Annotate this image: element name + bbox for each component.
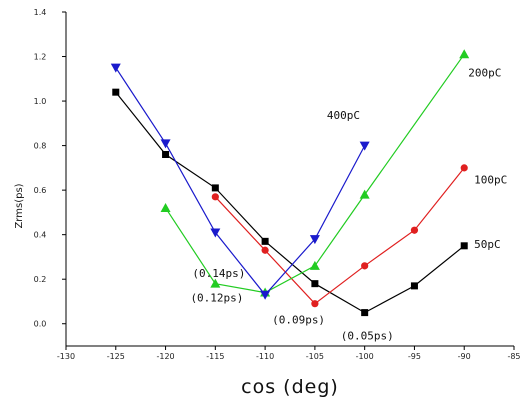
y-tick-label: 1.0 xyxy=(34,97,47,106)
y-axis-title: Zrms(ps) xyxy=(14,183,25,228)
data-point xyxy=(211,184,219,192)
x-tick-label: -100 xyxy=(356,352,374,361)
series-50pC xyxy=(112,88,468,317)
data-point xyxy=(210,228,221,238)
series-label: 100pC xyxy=(474,173,507,186)
data-point xyxy=(460,164,468,172)
data-point xyxy=(359,189,370,199)
data-point xyxy=(162,151,170,159)
plot-area xyxy=(110,49,470,317)
data-point xyxy=(211,193,219,201)
x-tick-label: -110 xyxy=(256,352,274,361)
x-axis: -130 -125 -120 -115 -110 -105 -100 -95 -90 -85 co… xyxy=(57,345,521,398)
x-tick-label: -115 xyxy=(206,352,224,361)
y-tick-label: 0.2 xyxy=(34,275,47,284)
x-ticks: -130 -125 -120 -115 -110 -105 -100 -95 -90 -85 xyxy=(57,346,521,361)
data-point xyxy=(110,63,121,73)
data-point xyxy=(410,226,419,234)
data-point xyxy=(260,290,271,300)
y-tick-label: 0.4 xyxy=(34,231,47,240)
annotations: (0.14ps) (0.12ps) (0.09ps) (0.05ps) xyxy=(190,267,393,342)
series-400pC xyxy=(110,63,370,300)
data-point xyxy=(210,278,221,288)
y-ticks: 0.0 0.2 0.4 0.6 0.8 1.0 1.2 1.4 xyxy=(34,8,66,329)
series-line xyxy=(214,167,465,305)
y-tick-label: 0.8 xyxy=(34,142,47,151)
x-tick-label: -90 xyxy=(458,352,471,361)
series-label: 400pC xyxy=(327,109,360,122)
y-tick-label: 1.4 xyxy=(34,8,47,17)
data-point xyxy=(410,282,418,290)
data-point xyxy=(112,88,120,96)
data-point xyxy=(311,280,319,288)
annotation-label: (0.14ps) xyxy=(192,267,245,280)
x-tick-label: -85 xyxy=(507,352,520,361)
series-labels: 50pC 100pC 200pC 400pC xyxy=(327,67,507,251)
x-axis-title: cos (deg) xyxy=(241,376,339,398)
x-tick-label: -105 xyxy=(306,352,324,361)
y-tick-label: 0.6 xyxy=(34,186,47,195)
series-label: 200pC xyxy=(468,67,501,80)
data-point xyxy=(261,237,269,245)
data-point xyxy=(311,300,319,308)
data-point xyxy=(459,49,470,59)
data-point xyxy=(361,262,369,270)
data-point xyxy=(160,202,171,212)
data-point xyxy=(309,235,320,245)
x-tick-label: -95 xyxy=(408,352,421,361)
series-label: 50pC xyxy=(474,238,501,251)
series-line xyxy=(115,67,366,296)
x-tick-label: -130 xyxy=(57,352,75,361)
x-tick-label: -125 xyxy=(107,352,125,361)
y-axis: 0.0 0.2 0.4 0.6 0.8 1.0 1.2 1.4 Zrms(ps) xyxy=(14,8,67,346)
annotation-label: (0.12ps) xyxy=(190,291,243,304)
data-point xyxy=(309,260,320,270)
y-tick-label: 0.0 xyxy=(34,320,47,329)
x-tick-label: -120 xyxy=(156,352,174,361)
series-line xyxy=(165,53,465,294)
data-point xyxy=(460,242,468,250)
series-200pC xyxy=(160,49,470,297)
y-tick-label: 1.2 xyxy=(34,53,47,62)
data-point xyxy=(160,139,171,149)
series-100pC xyxy=(211,164,468,308)
annotation-label: (0.05ps) xyxy=(341,329,394,342)
data-point xyxy=(361,309,369,317)
annotation-label: (0.09ps) xyxy=(272,314,325,327)
data-point xyxy=(359,141,370,151)
series-line xyxy=(115,91,465,314)
data-point xyxy=(261,246,269,254)
